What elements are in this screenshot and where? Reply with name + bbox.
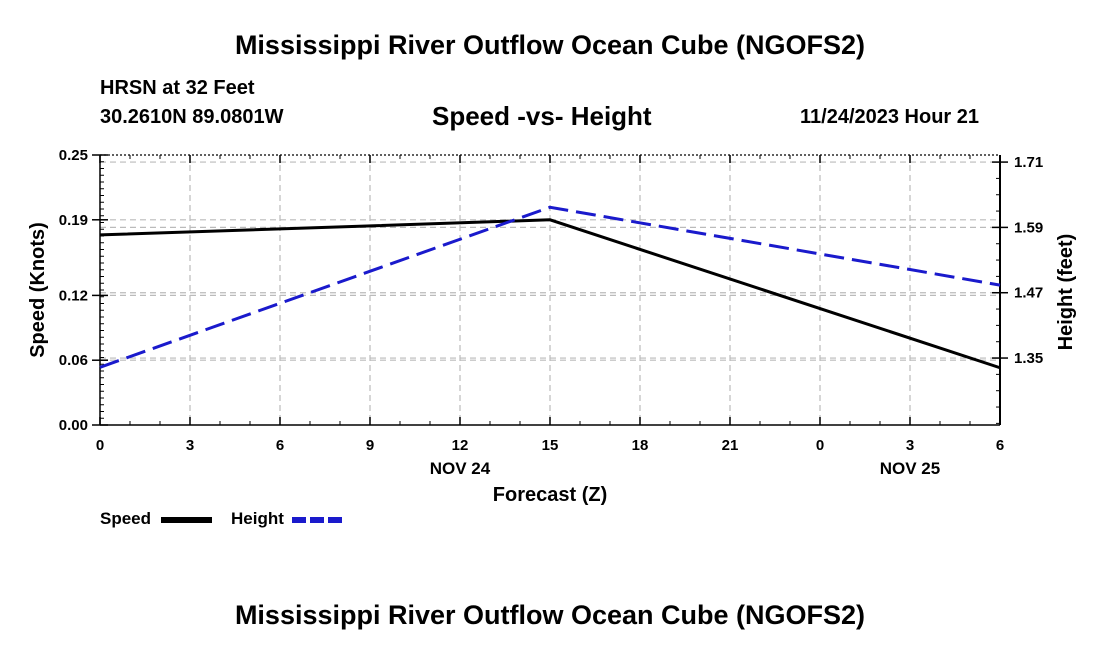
series-line-speed [99, 218, 1001, 370]
y-tick-label: 0.12 [59, 287, 88, 304]
forecast-datetime: 11/24/2023 Hour 21 [800, 106, 980, 128]
x-date-label: NOV 25 [880, 459, 940, 478]
x-tick-label: 6 [276, 437, 284, 454]
y2-tick-label: 1.59 [1014, 219, 1043, 236]
main-title: Mississippi River Outflow Ocean Cube (NG… [234, 30, 866, 60]
y-tick-label: 0.25 [59, 147, 88, 164]
x-tick-label: 15 [542, 437, 559, 454]
station-label: HRSN at 32 Feet [100, 77, 255, 99]
x-tick-label: 0 [96, 437, 104, 454]
y2-tick-label: 1.71 [1014, 154, 1043, 171]
y-axis-title: Speed (Knots) [27, 222, 49, 358]
y-tick-label: 0.06 [59, 352, 88, 369]
legend-height-label: Height [231, 509, 284, 528]
y-tick-label: 0.00 [59, 417, 88, 434]
series-line-height [99, 205, 1001, 369]
x-tick-label: 6 [996, 437, 1004, 454]
x-tick-label: 3 [186, 437, 194, 454]
x-tick-label: 9 [366, 437, 374, 454]
coordinates-label: 30.2610N 89.0801W [100, 106, 284, 128]
x-tick-label: 21 [722, 437, 739, 454]
footer-title: Mississippi River Outflow Ocean Cube (NG… [234, 600, 866, 630]
chart-subtitle: Speed -vs- Height [432, 101, 652, 131]
x-tick-label: 12 [452, 437, 469, 454]
x-tick-label: 18 [632, 437, 649, 454]
x-date-label: NOV 24 [430, 459, 491, 478]
y-tick-label: 0.19 [59, 212, 88, 229]
legend-speed-label: Speed [100, 509, 152, 528]
y2-axis-title: Height (feet) [1055, 234, 1077, 351]
y2-tick-label: 1.35 [1014, 350, 1043, 367]
x-tick-label: 3 [906, 437, 914, 454]
y2-tick-label: 1.47 [1014, 285, 1043, 302]
x-tick-label: 0 [816, 437, 824, 454]
x-axis-title: Forecast (Z) [493, 484, 607, 506]
